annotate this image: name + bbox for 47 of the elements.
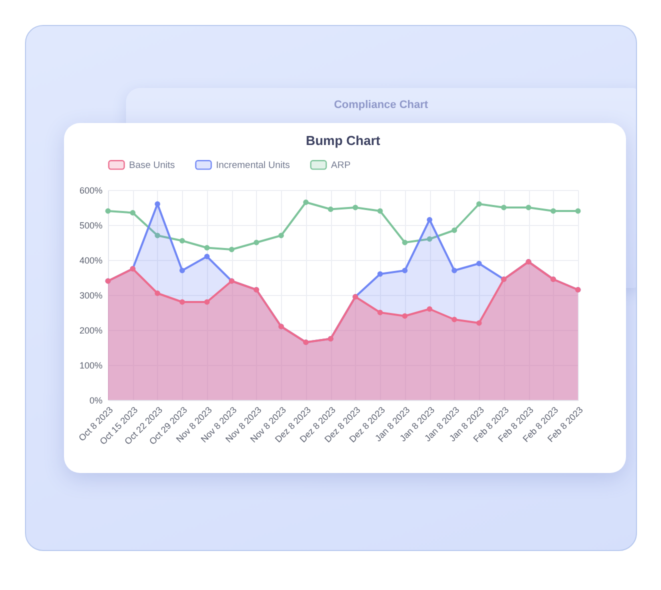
point [426,217,432,222]
point [402,268,408,274]
point [278,232,284,238]
point [452,268,458,274]
point [377,208,383,214]
legend-label: ARP [331,160,351,171]
point [501,204,507,210]
y-tick-label: 300% [79,290,102,300]
y-tick-label: 600% [79,186,102,196]
point [179,238,185,244]
point [550,208,556,214]
y-tick-label: 400% [79,256,102,266]
point [377,310,383,316]
point [105,208,111,214]
point [328,206,334,212]
point [254,240,260,246]
chart-title: Bump Chart [306,133,381,148]
point [476,201,482,207]
point [452,228,458,233]
point [452,316,458,322]
point [154,232,160,238]
legend-label: Base Units [129,160,176,171]
legend-label: Incremental Units [216,160,290,171]
point [476,320,482,326]
point [204,299,210,305]
y-tick-label: 500% [79,220,102,230]
point [476,260,482,266]
point [377,271,383,277]
point [179,268,185,274]
point [402,313,408,319]
point [303,200,309,205]
point [204,254,210,260]
point [154,290,160,296]
point [228,246,234,252]
point [426,236,432,242]
point [352,204,358,210]
y-tick-label: 100% [79,360,102,370]
y-tick-label: 200% [79,326,102,336]
point [575,208,581,214]
point [179,299,185,305]
point [526,204,532,210]
point [426,306,432,312]
point [402,240,408,246]
text: Compliance Chart [334,99,428,111]
point [204,245,210,250]
y-tick-label: 0% [89,396,102,406]
point [130,210,136,216]
